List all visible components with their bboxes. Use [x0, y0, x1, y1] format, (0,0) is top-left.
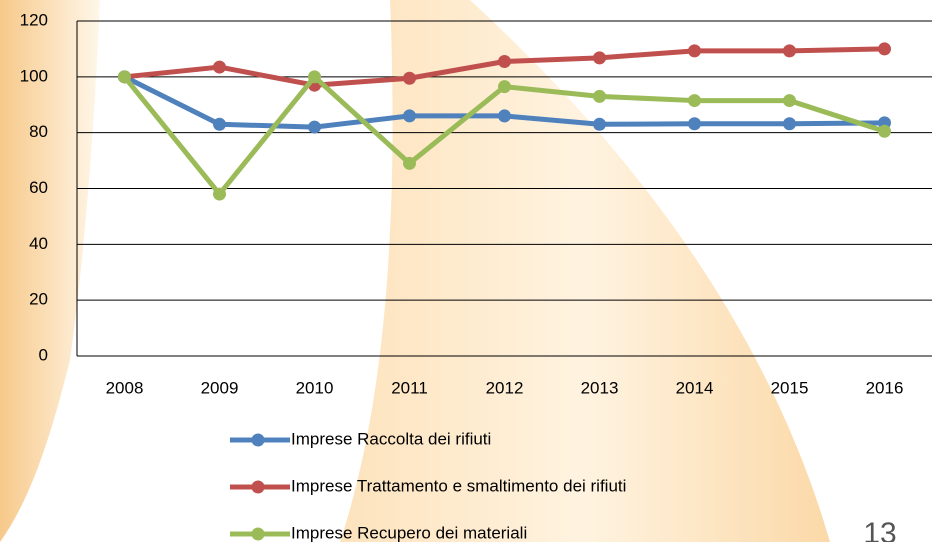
x-tick-label: 2011	[391, 378, 428, 397]
x-tick-label: 2009	[201, 378, 239, 397]
data-point	[688, 44, 701, 57]
x-tick-label: 2014	[676, 378, 714, 397]
legend-marker	[252, 434, 265, 447]
legend-label: Imprese Recupero dei materiali	[291, 523, 527, 542]
data-point	[593, 90, 606, 103]
legend-marker	[252, 481, 265, 494]
y-tick-label: 20	[29, 290, 48, 309]
y-tick-label: 100	[20, 66, 48, 85]
x-tick-label: 2015	[771, 378, 809, 397]
data-point	[308, 121, 321, 134]
y-tick-label: 40	[29, 234, 48, 253]
data-point	[498, 55, 511, 68]
data-point	[213, 118, 226, 131]
data-point	[213, 61, 226, 74]
data-point	[213, 188, 226, 201]
data-point	[593, 51, 606, 64]
data-point	[783, 94, 796, 107]
data-point	[403, 109, 416, 122]
data-point	[403, 157, 416, 170]
data-point	[688, 117, 701, 130]
data-point	[783, 117, 796, 130]
data-point	[308, 70, 321, 83]
y-tick-label: 60	[29, 178, 48, 197]
data-point	[783, 44, 796, 57]
data-point	[118, 70, 131, 83]
data-point	[403, 72, 416, 85]
data-point	[878, 42, 891, 55]
x-tick-label: 2012	[486, 378, 524, 397]
x-tick-label: 2010	[296, 378, 334, 397]
data-point	[498, 80, 511, 93]
data-point	[878, 125, 891, 138]
chart: 13 0 20 40 60 80 100 120 2008 2009 2010 2011 2012 20…	[0, 0, 940, 542]
x-tick-label: 2016	[866, 378, 904, 397]
background-decoration	[0, 0, 100, 542]
x-tick-label: 2013	[581, 378, 619, 397]
data-point	[498, 109, 511, 122]
x-tick-label: 2008	[106, 378, 144, 397]
y-tick-label: 0	[39, 345, 48, 364]
data-point	[593, 118, 606, 131]
y-tick-label: 120	[20, 10, 48, 29]
page-number: 13	[863, 517, 896, 542]
legend-label: Imprese Raccolta dei rifiuti	[291, 429, 491, 448]
legend-marker	[252, 528, 265, 541]
y-tick-label: 80	[29, 122, 48, 141]
legend-label: Imprese Trattamento e smaltimento dei ri…	[291, 476, 626, 495]
data-point	[688, 94, 701, 107]
